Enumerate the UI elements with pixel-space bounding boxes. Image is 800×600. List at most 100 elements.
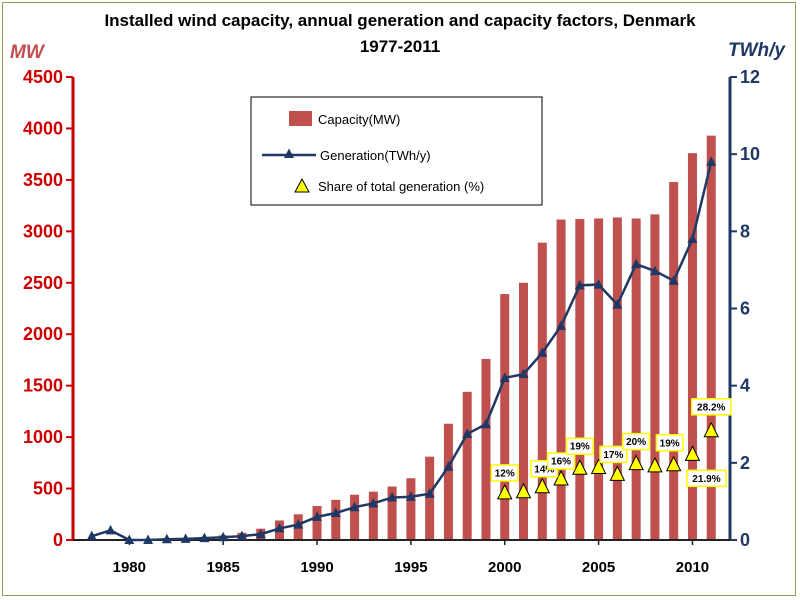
generation-point: [631, 258, 642, 269]
share-label: 14%: [534, 464, 554, 475]
capacity-bar: [462, 391, 472, 540]
generation-point: [649, 265, 660, 276]
capacity-bar: [312, 506, 322, 540]
generation-point: [218, 531, 229, 542]
x-tick-label: 2005: [582, 559, 615, 576]
generation-point: [124, 534, 135, 544]
share-label-box: [686, 469, 727, 488]
generation-point: [105, 524, 116, 535]
generation-point: [462, 428, 473, 438]
legend-label-generation: Generation(TWh/y): [320, 148, 431, 163]
generation-point: [405, 491, 416, 501]
generation-point: [86, 530, 97, 541]
capacity-bar: [387, 486, 397, 540]
generation-point: [330, 507, 341, 517]
y-right-tick-label: 4: [740, 376, 750, 396]
y-right-tick-label: 10: [740, 144, 760, 164]
share-point: [628, 454, 644, 471]
y-left-tick-label: 2000: [23, 324, 63, 344]
generation-point: [255, 528, 266, 539]
capacity-bar: [519, 282, 529, 540]
share-point: [572, 459, 588, 475]
capacity-bar: [425, 456, 435, 540]
y-right-tick-label: 0: [740, 530, 750, 550]
y-left-tick-label: 1000: [23, 427, 63, 447]
generation-point: [199, 532, 210, 543]
capacity-bar: [687, 153, 697, 541]
share-label: 16%: [551, 457, 571, 468]
capacity-bar: [443, 423, 453, 540]
generation-point: [612, 299, 623, 309]
x-tick-label: 2000: [488, 559, 521, 576]
capacity-bar: [631, 218, 641, 540]
y-right-tick-label: 6: [740, 299, 750, 319]
generation-point: [706, 156, 717, 166]
share-label-box: [490, 464, 519, 482]
generation-point: [518, 368, 529, 379]
share-point: [553, 469, 569, 486]
share-label: 17%: [603, 450, 623, 461]
legend-label-share: Share of total generation (%): [318, 179, 484, 194]
generation-point: [574, 279, 585, 290]
capacity-bar: [406, 478, 416, 540]
generation-point: [556, 320, 567, 330]
generation-point: [687, 233, 698, 244]
capacity-bar: [669, 181, 679, 541]
x-tick-label: 2010: [676, 559, 709, 576]
generation-point: [499, 372, 510, 382]
capacity-bar: [650, 214, 660, 540]
share-point: [647, 456, 663, 473]
y-axis-right-label: TWh/y: [728, 40, 785, 61]
share-label: 12%: [495, 468, 515, 479]
generation-point: [537, 347, 548, 357]
generation-point: [312, 511, 323, 521]
x-tick-label: 1995: [394, 559, 427, 576]
capacity-bar: [500, 294, 510, 540]
capacity-bar: [537, 242, 547, 540]
capacity-bar: [575, 218, 585, 540]
capacity-bar: [612, 217, 622, 540]
share-point: [534, 477, 551, 494]
capacity-bar: [350, 494, 360, 540]
generation-point: [293, 519, 304, 529]
capacity-bar: [331, 499, 341, 540]
legend-swatch-capacity: [289, 111, 312, 126]
share-label: 20%: [626, 437, 646, 448]
y-right-tick-label: 12: [740, 67, 760, 87]
x-tick-label: 1990: [300, 559, 333, 576]
chart-title: Installed wind capacity, annual generati…: [60, 8, 740, 60]
x-tick-label: 1980: [113, 559, 146, 576]
y-right-tick-label: 8: [740, 221, 750, 241]
y-left-tick-label: 4000: [23, 118, 63, 138]
share-label-box: [599, 445, 628, 464]
y-left-tick-label: 4500: [23, 67, 63, 87]
share-point: [665, 455, 682, 472]
y-left-tick-label: 2500: [23, 273, 63, 293]
capacity-bar: [594, 218, 604, 540]
generation-point: [593, 279, 604, 289]
generation-point: [387, 492, 398, 502]
share-label: 19%: [660, 438, 680, 449]
y-left-tick-label: 1500: [23, 376, 63, 396]
share-label-box: [547, 452, 576, 470]
y-right-tick-label: 2: [740, 453, 750, 473]
generation-point: [349, 501, 360, 512]
share-label: 19%: [570, 442, 590, 453]
chart-title-line-1: Installed wind capacity, annual generati…: [104, 11, 696, 30]
generation-point: [274, 522, 285, 533]
share-label-box: [565, 437, 594, 455]
share-label: 28.2%: [697, 402, 725, 413]
share-point: [684, 445, 701, 461]
generation-point: [180, 533, 191, 543]
share-point: [515, 482, 532, 499]
generation-point: [368, 497, 379, 508]
share-point: [703, 421, 720, 438]
capacity-bar: [368, 491, 378, 540]
legend-swatch-share: [294, 177, 310, 193]
y-left-tick-label: 0: [53, 530, 63, 550]
x-tick-label: 1985: [206, 559, 239, 576]
generation-point: [143, 534, 154, 544]
generation-point: [668, 275, 679, 285]
